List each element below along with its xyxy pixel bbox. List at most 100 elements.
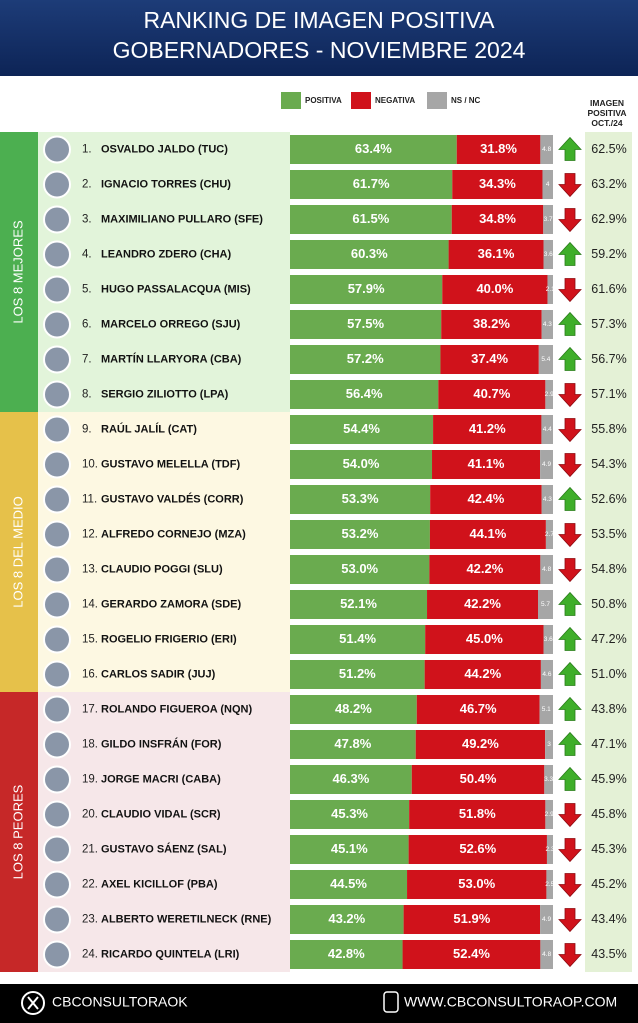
previous-value: 50.8%: [591, 597, 626, 611]
group-strip: [0, 132, 38, 412]
governor-name: GERARDO ZAMORA (SDE): [101, 598, 241, 610]
governor-name: MAXIMILIANO PULLARO (SFE): [101, 213, 263, 225]
bar-segment: [403, 905, 541, 934]
value-label: 40.0%: [476, 281, 513, 296]
bar-segment: [290, 695, 417, 724]
governor-name: GUSTAVO VALDÉS (CORR): [101, 492, 244, 505]
value-label: 4.9: [542, 916, 551, 923]
avatar: [43, 135, 71, 164]
avatar: [43, 765, 71, 794]
value-label: 4.8: [542, 951, 551, 958]
avatar: [43, 380, 71, 409]
value-label: 49.2%: [462, 736, 499, 751]
bar-segment: [540, 450, 553, 479]
previous-value: 45.3%: [591, 842, 626, 856]
governor-name: JORGE MACRI (CABA): [101, 773, 221, 785]
trend-arrow: [558, 558, 582, 583]
governor-name: ROLANDO FIGUEROA (NQN): [101, 703, 252, 715]
rank: 21.: [82, 844, 98, 856]
avatar: [43, 170, 71, 199]
trend-arrow: [558, 418, 582, 443]
governor-name: GUSTAVO SÁENZ (SAL): [101, 842, 227, 855]
value-label: 57.5%: [347, 316, 384, 331]
rank: 19.: [82, 774, 98, 786]
group-row-bg: [38, 412, 290, 692]
governor-name: ALFREDO CORNEJO (MZA): [101, 528, 246, 540]
trend-arrow: [558, 626, 582, 651]
governor-name: CLAUDIO VIDAL (SCR): [101, 808, 221, 820]
bar-segment: [451, 205, 544, 234]
value-label: 4.8: [542, 146, 551, 153]
previous-value: 62.5%: [591, 142, 626, 156]
rank: 7.: [82, 354, 92, 366]
governor-name: RICARDO QUINTELA (LRI): [101, 948, 240, 960]
bar-segment: [541, 485, 553, 514]
value-label: 2.3: [545, 846, 554, 853]
bar-segment: [429, 555, 541, 584]
bar-segment: [545, 730, 553, 759]
bar-segment: [448, 240, 544, 269]
trend-arrow: [558, 943, 582, 968]
value-label: 44.2%: [464, 666, 501, 681]
previous-value: 51.0%: [591, 667, 626, 681]
bar-segment: [429, 520, 546, 549]
previous-value: 43.4%: [591, 912, 626, 926]
value-label: 46.7%: [460, 701, 497, 716]
value-label: 4.9: [542, 461, 551, 468]
value-label: 4.3: [543, 496, 552, 503]
bar-segment: [545, 800, 553, 829]
avatar: [43, 870, 71, 899]
previous-column-bg: [585, 132, 632, 972]
bar-segment: [290, 730, 416, 759]
group-label: LOS 8 PEORES: [10, 784, 25, 879]
bar-segment: [290, 310, 442, 339]
avatar: [43, 730, 71, 759]
value-label: 5.7: [541, 601, 550, 608]
value-label: 2.7: [545, 531, 554, 538]
rank: 12.: [82, 529, 98, 541]
bar-segment: [290, 275, 443, 304]
group-row-bg: [38, 692, 290, 972]
governor-name: GUSTAVO MELELLA (TDF): [101, 458, 240, 470]
bar-segment: [290, 835, 409, 864]
value-label: 3.3: [544, 776, 553, 783]
trend-arrow: [558, 486, 582, 511]
value-label: 42.4%: [467, 491, 504, 506]
trend-arrow: [558, 803, 582, 828]
bar-segment: [424, 660, 541, 689]
value-label: 54.0%: [343, 456, 380, 471]
previous-value: 54.8%: [591, 562, 626, 576]
trend-arrow: [558, 908, 582, 933]
bar-segment: [290, 415, 434, 444]
bar-segment: [543, 625, 553, 654]
trend-arrow: [558, 453, 582, 478]
rank: 14.: [82, 599, 98, 611]
bar-segment: [416, 695, 540, 724]
previous-value: 45.2%: [591, 877, 626, 891]
value-label: 3.7: [544, 216, 553, 223]
value-label: 61.5%: [352, 211, 389, 226]
bar-segment: [540, 555, 553, 584]
trend-arrow: [558, 523, 582, 548]
value-label: 56.4%: [346, 386, 383, 401]
value-label: 50.4%: [460, 771, 497, 786]
rank: 23.: [82, 914, 98, 926]
bar-segment: [411, 765, 545, 794]
rank: 18.: [82, 739, 98, 751]
value-label: 3.6: [544, 251, 553, 258]
value-label: 4.8: [542, 566, 551, 573]
bar-segment: [452, 170, 543, 199]
previous-value: 53.5%: [591, 527, 626, 541]
bar-segment: [290, 450, 433, 479]
trend-arrow: [558, 731, 582, 756]
rank: 1.: [82, 144, 92, 156]
bar-segment: [427, 590, 539, 619]
governor-name: MARTÍN LLARYORA (CBA): [101, 352, 242, 365]
trend-arrow: [558, 311, 582, 336]
value-label: 57.9%: [348, 281, 385, 296]
bar-segment: [539, 695, 553, 724]
value-label: 34.8%: [479, 211, 516, 226]
previous-value: 45.8%: [591, 807, 626, 821]
value-label: 31.8%: [480, 141, 517, 156]
value-label: 61.7%: [353, 176, 390, 191]
